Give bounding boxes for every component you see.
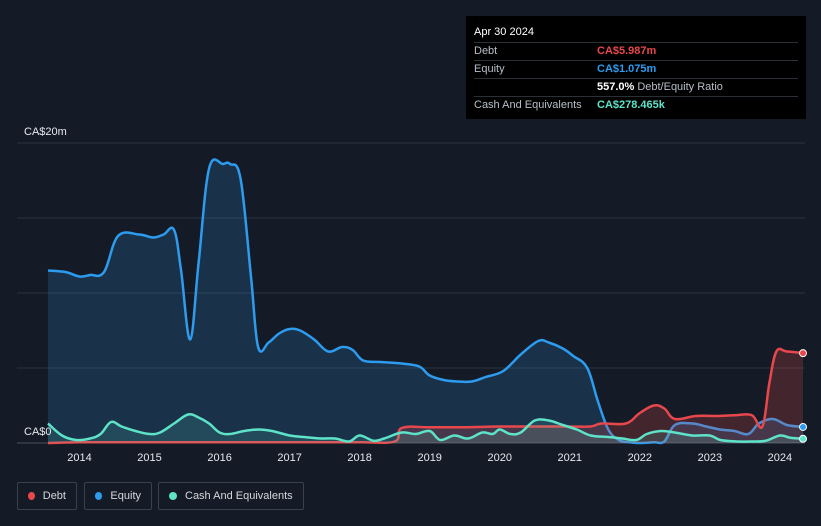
legend-label: Debt bbox=[42, 490, 66, 502]
cash-and-equivalents-area bbox=[48, 414, 803, 443]
legend-item-cash[interactable]: Cash And Equivalents bbox=[158, 482, 304, 510]
end-markers bbox=[799, 349, 807, 443]
tooltip-ratio-note: Debt/Equity Ratio bbox=[637, 81, 723, 93]
series-layer bbox=[47, 158, 804, 445]
x-tick-label: 2018 bbox=[347, 452, 371, 464]
y-axis-label-zero: CA$0 bbox=[24, 426, 52, 438]
tooltip-value-debt: CA$5.987m bbox=[597, 45, 657, 57]
x-tick-label: 2022 bbox=[628, 452, 652, 464]
x-tick-label: 2024 bbox=[768, 452, 792, 464]
equity-end-point bbox=[799, 422, 807, 431]
tooltip-row-ratio: 557.0% Debt/Equity Ratio bbox=[474, 78, 798, 96]
tooltip-row-debt: Debt CA$5.987m bbox=[474, 42, 798, 60]
x-axis-labels: 2014 2015 2016 2017 2018 2019 2020 2021 2022 2023… bbox=[67, 452, 792, 464]
debt-series-line bbox=[47, 347, 804, 445]
legend-item-debt[interactable]: Debt bbox=[17, 482, 77, 510]
grid-lines bbox=[17, 142, 805, 444]
equity-dot-icon bbox=[95, 492, 103, 500]
tooltip-label: Cash And Equivalents bbox=[474, 99, 582, 111]
cash-and-equivalents-series-line bbox=[47, 413, 804, 443]
tooltip-value-cash: CA$278.465k bbox=[597, 99, 665, 111]
x-tick-label: 2021 bbox=[558, 452, 582, 464]
tooltip-date: Apr 30 2024 bbox=[474, 26, 534, 38]
legend-item-equity[interactable]: Equity bbox=[84, 482, 152, 510]
cash-dot-icon bbox=[169, 492, 177, 500]
x-tick-label: 2017 bbox=[277, 452, 301, 464]
x-tick-label: 2020 bbox=[487, 452, 511, 464]
equity-series-line bbox=[47, 158, 804, 445]
legend-label: Equity bbox=[110, 490, 141, 502]
x-tick-label: 2019 bbox=[417, 452, 441, 464]
x-tick-label: 2016 bbox=[207, 452, 231, 464]
tooltip-row-equity: Equity CA$1.075m bbox=[474, 60, 798, 78]
tooltip-value-ratio: 557.0% bbox=[597, 81, 635, 93]
tooltip-panel: Apr 30 2024 Debt CA$5.987m Equity CA$1.0… bbox=[466, 16, 806, 119]
x-tick-label: 2023 bbox=[698, 452, 722, 464]
x-tick-label: 2015 bbox=[137, 452, 161, 464]
y-axis-label-top: CA$20m bbox=[24, 126, 67, 138]
tooltip-label: Debt bbox=[474, 45, 498, 57]
cash-and-equivalents-end-point bbox=[799, 434, 807, 443]
tooltip-label: Equity bbox=[474, 63, 505, 75]
equity-area bbox=[48, 159, 803, 444]
debt-end-point bbox=[799, 349, 807, 358]
tooltip-value-equity: CA$1.075m bbox=[597, 63, 657, 75]
tooltip-label bbox=[474, 79, 597, 96]
debt-area bbox=[48, 348, 803, 443]
tooltip-row-cash: Cash And Equivalents CA$278.465k bbox=[474, 96, 798, 114]
debt-dot-icon bbox=[28, 492, 35, 500]
legend-label: Cash And Equivalents bbox=[185, 490, 293, 502]
x-tick-label: 2014 bbox=[67, 452, 91, 464]
